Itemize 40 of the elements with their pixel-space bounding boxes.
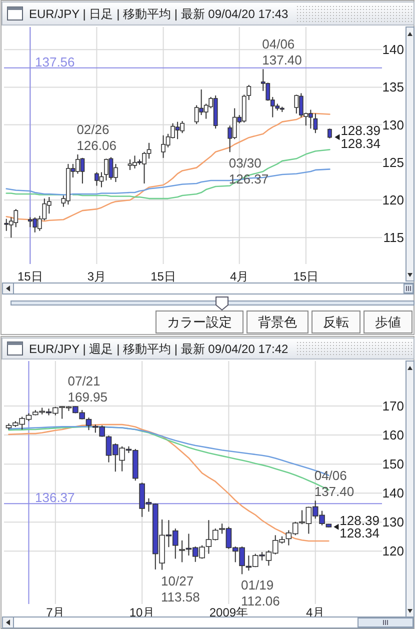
y-tick-label: 130 bbox=[382, 117, 404, 132]
x-tick-label: 15日 bbox=[293, 270, 319, 284]
annotation: 02/26 126.06 bbox=[76, 122, 116, 153]
annotation: 128.39 bbox=[340, 513, 380, 528]
annotation: 128.34 bbox=[340, 526, 380, 541]
y-tick-label: 135 bbox=[382, 80, 404, 95]
y-tick-label: 160 bbox=[382, 428, 404, 443]
chart-title: EUR/JPY | 週足 | 移動平均 | 最新 09/04/20 17:42 bbox=[29, 342, 289, 356]
annotation: 07/21 169.95 bbox=[68, 374, 108, 405]
x-tick-label: 4月 bbox=[230, 270, 249, 284]
annotation: 04/06 137.40 bbox=[262, 36, 302, 68]
ref-line-label: 136.37 bbox=[35, 490, 75, 506]
y-tick-label: 115 bbox=[383, 230, 404, 246]
x-tick-label: 15日 bbox=[150, 270, 176, 284]
button: 反転 bbox=[312, 310, 360, 334]
button: カラー設定 bbox=[156, 310, 244, 334]
annotation: 128.39 bbox=[340, 123, 380, 138]
annotation: 10/27 113.58 bbox=[161, 573, 200, 604]
y-tick-label: 140 bbox=[382, 42, 404, 58]
y-tick-label: 150 bbox=[382, 456, 404, 472]
y-tick-label: 130 bbox=[382, 514, 404, 530]
chart-title: EUR/JPY | 日足 | 移動平均 | 最新 09/04/20 17:43 bbox=[29, 7, 289, 21]
ref-line-label: 137.56 bbox=[35, 54, 75, 70]
line-series bbox=[6, 168, 330, 196]
x-tick-label: 15日 bbox=[17, 270, 43, 284]
x-tick-label: 3月 bbox=[87, 270, 106, 284]
y-tick-label: 125 bbox=[382, 154, 404, 170]
candlestick bbox=[246, 84, 252, 100]
y-tick-label: 170 bbox=[382, 398, 404, 414]
button: 歩値 bbox=[364, 310, 412, 334]
annotation: 01/19 112.06 bbox=[241, 578, 280, 609]
candlestick bbox=[313, 113, 318, 134]
y-tick-label: 120 bbox=[382, 544, 404, 559]
y-tick-label: 120 bbox=[382, 192, 404, 208]
annotation: 128.34 bbox=[340, 136, 380, 152]
annotation: 04/06 137.40 bbox=[314, 468, 354, 500]
y-tick-label: 140 bbox=[382, 486, 404, 501]
candlestick bbox=[86, 417, 92, 431]
candlestick bbox=[328, 128, 332, 139]
button: 背景色 bbox=[246, 310, 308, 334]
